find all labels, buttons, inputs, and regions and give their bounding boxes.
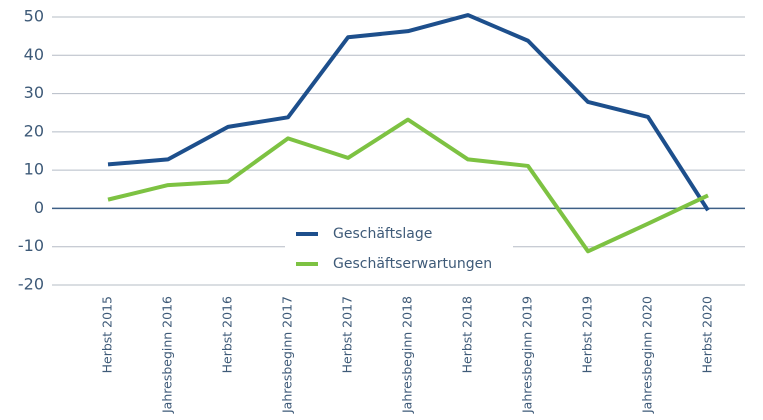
x-tick-label: Herbst 2017 bbox=[340, 296, 355, 373]
x-tick-label: Jahresbeginn 2020 bbox=[640, 296, 655, 414]
y-tick-label: 10 bbox=[24, 160, 44, 179]
legend: Geschäftslage Geschäftserwartungen bbox=[285, 222, 513, 274]
legend-label: Geschäftslage bbox=[333, 226, 432, 242]
y-tick-label: 30 bbox=[24, 83, 44, 102]
series-line bbox=[107, 117, 709, 254]
x-tick-label: Herbst 2016 bbox=[220, 296, 235, 373]
x-tick-label: Herbst 2020 bbox=[700, 296, 715, 373]
y-tick-label: 0 bbox=[34, 198, 44, 217]
series-line bbox=[107, 13, 710, 212]
legend-label: Geschäftserwartungen bbox=[333, 256, 492, 272]
y-tick-label: 20 bbox=[24, 121, 44, 140]
x-tick-label: Jahresbeginn 2017 bbox=[280, 296, 295, 414]
y-tick-label: -20 bbox=[18, 275, 44, 294]
x-tick-label: Herbst 2019 bbox=[580, 296, 595, 373]
legend-background bbox=[285, 222, 513, 274]
y-tick-label: 40 bbox=[24, 45, 44, 64]
x-tick-label: Jahresbeginn 2018 bbox=[400, 296, 415, 414]
x-tick-label: Jahresbeginn 2016 bbox=[160, 296, 175, 414]
y-tick-label: -10 bbox=[18, 236, 44, 255]
x-tick-label: Herbst 2015 bbox=[100, 296, 115, 373]
y-tick-label: 50 bbox=[24, 7, 44, 26]
x-tick-label: Herbst 2018 bbox=[460, 296, 475, 373]
x-tick-label: Jahresbeginn 2019 bbox=[520, 296, 535, 414]
